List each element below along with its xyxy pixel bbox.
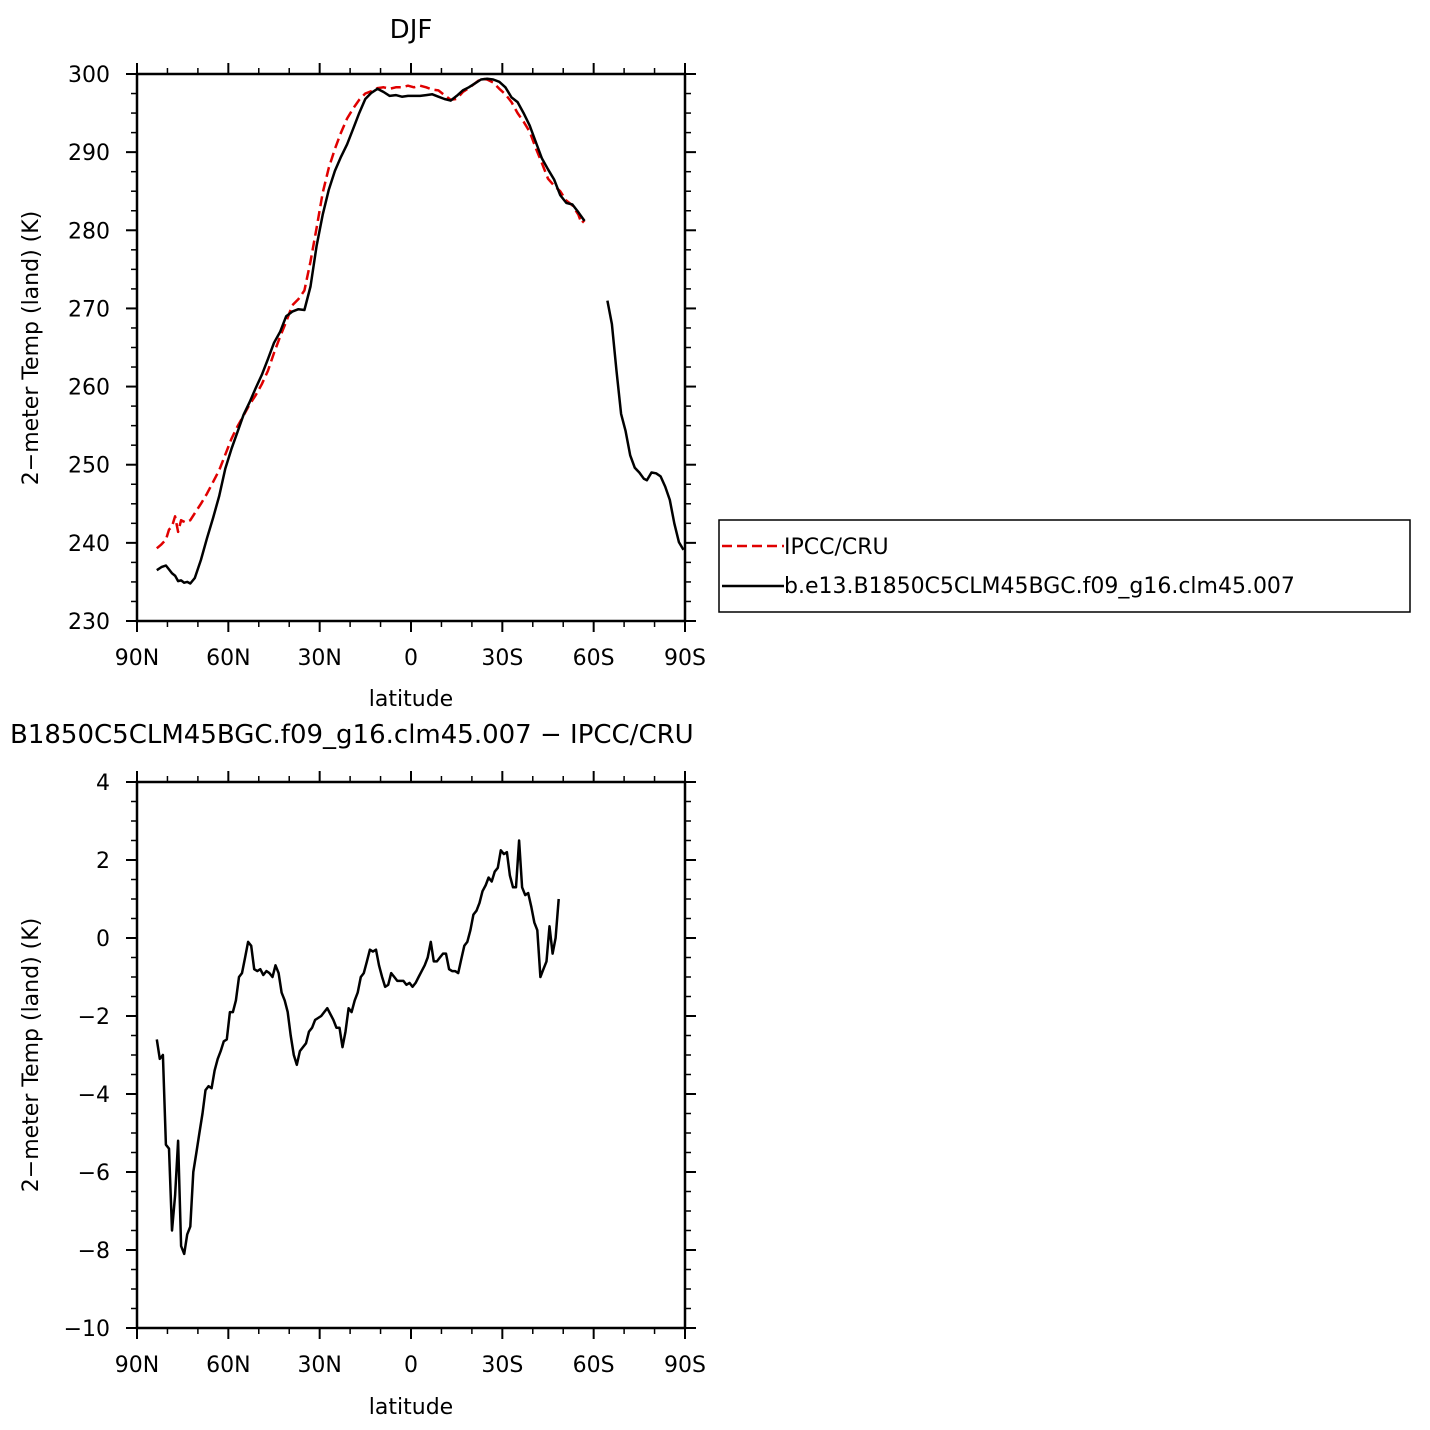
legend-model-label: b.e13.B1850C5CLM45BGC.f09_g16.clm45.007 [784,574,1295,599]
bottom-ticks-layer: 90N 60N 30N 0 30S 60S 90S −10 −8 −6 −4 −2 0 2 4 [64,771,706,1378]
bottom-xtick-label: 30N [297,1353,341,1378]
top-ytick-label: 240 [68,532,110,557]
bottom-ytick-label: 2 [96,849,110,874]
bottom-series-model-line-0 [155,839,560,1256]
panel-top: DJF 90N 60N 30N 0 30S 60S 90S 230 240 250 260 270 28… [19,15,706,712]
top-xtick-label: 0 [404,646,418,671]
top-ytick-label: 290 [68,141,110,166]
panel-bottom: B1850C5CLM45BGC.f09_g16.clm45.007 − IPCC… [10,720,706,1420]
top-xtick-label: 30S [481,646,523,671]
top-xtick-label: 90N [115,646,159,671]
bottom-x-axis-title: latitude [369,1395,453,1420]
bottom-ytick-label: −8 [78,1239,110,1264]
top-series-model-line-0 [156,77,586,585]
top-y-axis-title: 2−meter Temp (land) (K) [19,211,44,485]
bottom-xtick-label: 0 [404,1353,418,1378]
top-x-axis-title: latitude [369,687,453,712]
top-series-layer [155,77,685,585]
bottom-xtick-label: 90N [115,1353,159,1378]
top-ytick-label: 300 [68,63,110,88]
bottom-xtick-label: 30S [481,1353,523,1378]
top-xtick-label: 60S [573,646,615,671]
bottom-ytick-label: 4 [96,771,110,796]
top-plot-frame [135,72,687,623]
bottom-ytick-label: 0 [96,927,110,952]
top-title: DJF [390,15,433,45]
top-ytick-label: 230 [68,610,110,635]
bottom-xtick-label: 90S [664,1353,706,1378]
bottom-xtick-label: 60N [206,1353,250,1378]
bottom-series-layer [155,839,560,1256]
bottom-ytick-label: −6 [78,1161,110,1186]
top-series-obs-line-0 [155,77,586,550]
bottom-y-axis-title: 2−meter Temp (land) (K) [19,918,44,1192]
bottom-ytick-label: −4 [78,1083,110,1108]
top-ytick-label: 280 [68,219,110,244]
top-ytick-label: 270 [68,297,110,322]
top-ytick-label: 250 [68,454,110,479]
top-xtick-label: 60N [206,646,250,671]
top-xtick-label: 90S [664,646,706,671]
legend-obs-label: IPCC/CRU [784,535,889,560]
bottom-xtick-label: 60S [573,1353,615,1378]
bottom-title: B1850C5CLM45BGC.f09_g16.clm45.007 − IPCC… [10,720,694,750]
top-series-model-line-1 [606,300,685,551]
top-xtick-label: 30N [297,646,341,671]
legend: IPCC/CRU b.e13.B1850C5CLM45BGC.f09_g16.c… [718,519,1411,613]
top-ytick-label: 260 [68,376,110,401]
legend-box [718,519,1411,613]
bottom-ytick-label: −2 [78,1005,110,1030]
bottom-ytick-label: −10 [64,1317,110,1342]
top-ticks-layer: 90N 60N 30N 0 30S 60S 90S 230 240 250 260 270 280 290… [68,63,706,671]
